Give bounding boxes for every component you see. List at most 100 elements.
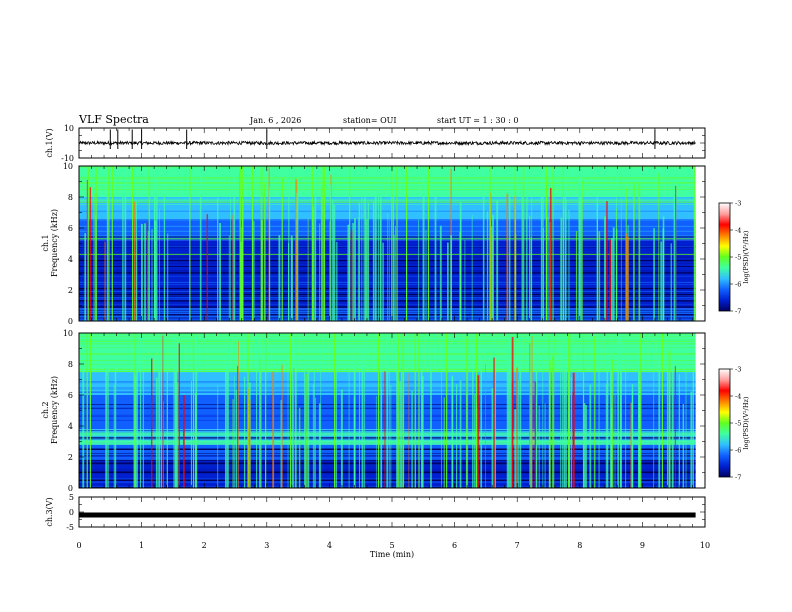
spectrogram-strong-event [348, 166, 351, 321]
spectrogram-impulse [552, 355, 554, 488]
spectrogram-strong-event [640, 333, 642, 488]
frequency-tick-label: 0 [68, 484, 73, 493]
spectrogram-impulse [199, 166, 202, 321]
spectrogram-impulse [682, 403, 685, 488]
spectrogram-impulse [307, 218, 309, 321]
spectrogram-noise-row [79, 198, 696, 200]
ch1-spectrogram-panel: 0 2 4 6 8 10 ch.1 Frequency (kHz) [41, 162, 706, 326]
spectrogram-impulse [543, 228, 545, 321]
spectrogram-impulse [579, 166, 582, 321]
ch1-colorbar-scale [718, 202, 731, 312]
spectrogram-impulse [662, 228, 665, 321]
spectrogram-impulse [86, 179, 89, 321]
spectrogram-strong-event [396, 166, 398, 321]
spectrogram-impulse [281, 178, 284, 321]
ch2-spectrogram-ylabel-frequency: Frequency (kHz) [50, 376, 59, 444]
spectrogram-strong-event [239, 166, 241, 321]
spectrogram-noise-row [79, 174, 696, 176]
spectrogram-impulse [395, 226, 396, 321]
spectrogram-impulse [521, 196, 523, 321]
spectrogram-impulse [261, 220, 264, 321]
spectrogram-impulse [549, 187, 552, 321]
spectrogram-impulse [329, 221, 331, 321]
spectrogram-impulse [382, 242, 384, 321]
spectrogram-impulse [304, 361, 307, 488]
ch3-ytick-middle: 0 [69, 508, 74, 517]
spectrogram-impulse [568, 209, 570, 321]
spectrogram-noise-row [79, 290, 696, 292]
spectrogram-impulse [509, 337, 512, 488]
spectrogram-noise-row [79, 236, 696, 238]
time-tick-label: 10 [700, 541, 710, 550]
spectrogram-impulse [278, 235, 281, 321]
spectrogram-impulse [178, 343, 180, 488]
spectrogram-impulse [306, 373, 308, 488]
spectrogram-impulse [399, 381, 402, 488]
spectrogram-impulse [136, 354, 138, 488]
spectrogram-impulse [561, 334, 563, 488]
spectrogram-impulse [552, 167, 554, 321]
spectrogram-strong-event [111, 166, 113, 321]
spectrogram-strong-event [89, 333, 92, 488]
spectrogram-noise-row [79, 304, 696, 306]
spectrogram-impulse [396, 333, 398, 488]
spectrogram-impulse [485, 364, 486, 488]
spectrogram-impulse [530, 345, 532, 488]
ch1-colorbar: -3 -4 -5 -6 -7 log(PSD)(V²/Hz) [718, 200, 750, 316]
spectrogram-impulse [296, 240, 297, 321]
spectrogram-noise-row [79, 291, 696, 293]
spectrogram-impulse [358, 370, 360, 488]
spectrogram-noise-row [79, 230, 696, 232]
spectrogram-impulse [460, 212, 462, 321]
spectrogram-impulse [585, 405, 587, 488]
ch2-spectrogram-ticks [78, 332, 706, 489]
spectrogram-impulse [240, 241, 243, 321]
spectrogram-noise-row [79, 307, 696, 309]
spectrogram-impulse [93, 193, 95, 321]
spectrogram-strong-event [108, 166, 110, 321]
ch2-spectrogram-panel: 0 2 4 6 8 10 ch.2 Frequency (kHz) [41, 329, 706, 493]
spectrogram-impulse [297, 186, 299, 321]
spectrogram-impulse [272, 371, 275, 488]
spectrogram-impulse [224, 363, 227, 488]
spectrogram-noise-row [79, 316, 696, 317]
spectrogram-noise-row [79, 294, 696, 296]
frequency-tick-label: 2 [68, 453, 73, 462]
spectrogram-noise-row [79, 207, 696, 209]
spectrogram-impulse [190, 381, 193, 488]
spectrogram-strong-event [87, 166, 89, 321]
spectrogram-strong-event [401, 333, 403, 488]
spectrogram-impulse [560, 217, 563, 321]
spectrogram-impulse [471, 214, 473, 321]
ch1-waveform-panel: 10 -10 ch.1(V) [45, 124, 706, 163]
spectrogram-impulse [653, 344, 655, 488]
frequency-tick-label: 4 [68, 422, 73, 431]
spectrogram-impulse [124, 176, 127, 321]
spectrogram-impulse [466, 336, 469, 488]
spectrogram-strong-event [661, 333, 664, 488]
spectrogram-strong-event [377, 333, 380, 488]
spectrogram-impulse [106, 176, 109, 321]
spectrogram-impulse [298, 407, 301, 488]
spectrogram-noise-row [79, 213, 696, 215]
spectrogram-impulse [280, 399, 282, 488]
ch1-spectrogram-image [79, 166, 696, 322]
spectrogram-impulse [173, 336, 175, 488]
spectrogram-strong-event [334, 333, 336, 488]
spectrogram-strong-event [251, 166, 254, 321]
spectrogram-noise-row [79, 269, 696, 271]
spectrogram-impulse [195, 335, 198, 488]
spectrogram-dark-line [79, 300, 696, 302]
spectrogram-noise-row [79, 333, 696, 335]
spectrogram-noise-row [79, 297, 696, 299]
spectrogram-impulse [232, 214, 234, 321]
spectrogram-impulse [418, 219, 419, 321]
spectrogram-strong-event [391, 166, 393, 321]
spectrogram-impulse [158, 208, 160, 321]
spectrogram-impulse [685, 372, 687, 488]
ch1-ytick-bottom: -10 [61, 154, 74, 163]
spectrogram-noise-row [79, 299, 696, 301]
spectrogram-impulse [480, 358, 483, 488]
ch3-ylabel: ch.3(V) [45, 497, 54, 526]
